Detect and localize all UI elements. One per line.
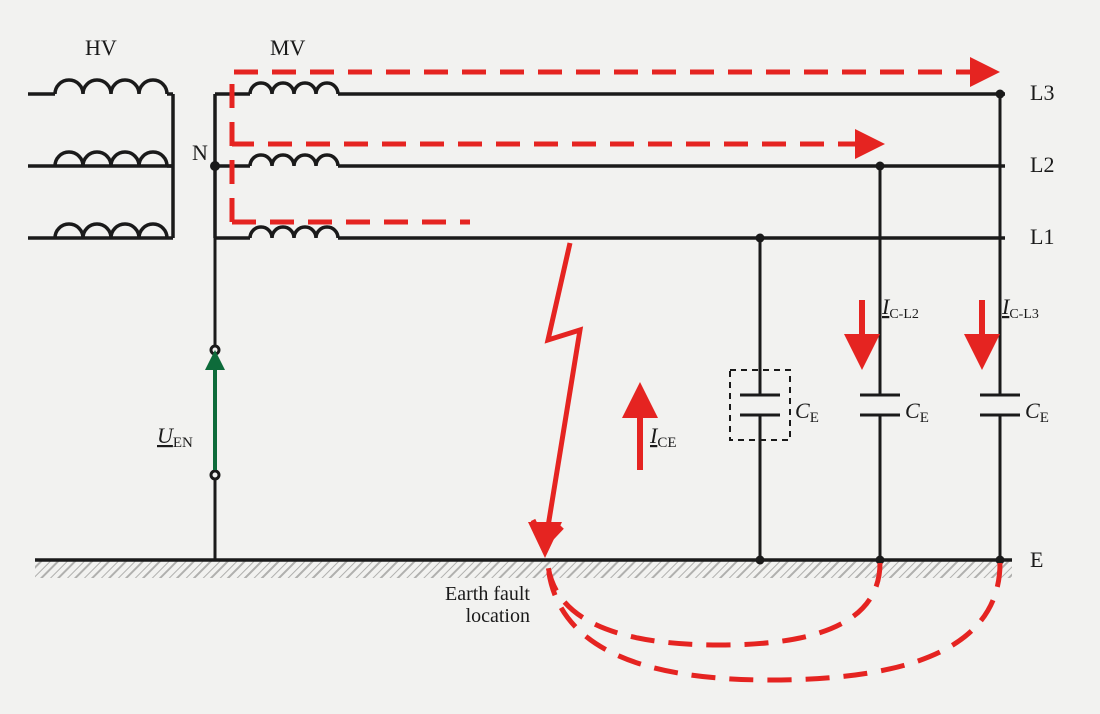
label-ice: ICE — [649, 423, 677, 451]
capacitor-l2 — [860, 162, 900, 565]
hv-transformer — [28, 80, 173, 238]
label-icl3: IC-L3 — [1001, 294, 1039, 322]
label-uen: UEN — [157, 423, 193, 451]
label-ce-2: CE — [905, 398, 929, 426]
diagram-canvas: HV MV N L3 L2 L1 E UEN ICE IC-L2 IC-L3 C… — [0, 0, 1100, 714]
fault-arrow — [528, 243, 580, 558]
label-l1: L1 — [1030, 224, 1054, 249]
label-earth-fault-1: Earth fault — [445, 583, 530, 605]
red-return-paths — [548, 563, 1000, 680]
label-n: N — [192, 140, 208, 165]
label-earth-fault-2: location — [466, 605, 530, 627]
label-icl2: IC-L2 — [881, 294, 919, 322]
mv-lines — [210, 83, 1005, 238]
label-l3: L3 — [1030, 80, 1054, 105]
capacitor-l3 — [980, 90, 1020, 565]
label-ce-1: CE — [795, 398, 819, 426]
ground-hatch — [35, 560, 1012, 578]
label-e: E — [1030, 547, 1043, 572]
label-hv: HV — [85, 35, 117, 60]
label-ce-3: CE — [1025, 398, 1049, 426]
label-l2: L2 — [1030, 152, 1054, 177]
capacitor-l1 — [730, 234, 790, 565]
label-mv: MV — [270, 35, 306, 60]
